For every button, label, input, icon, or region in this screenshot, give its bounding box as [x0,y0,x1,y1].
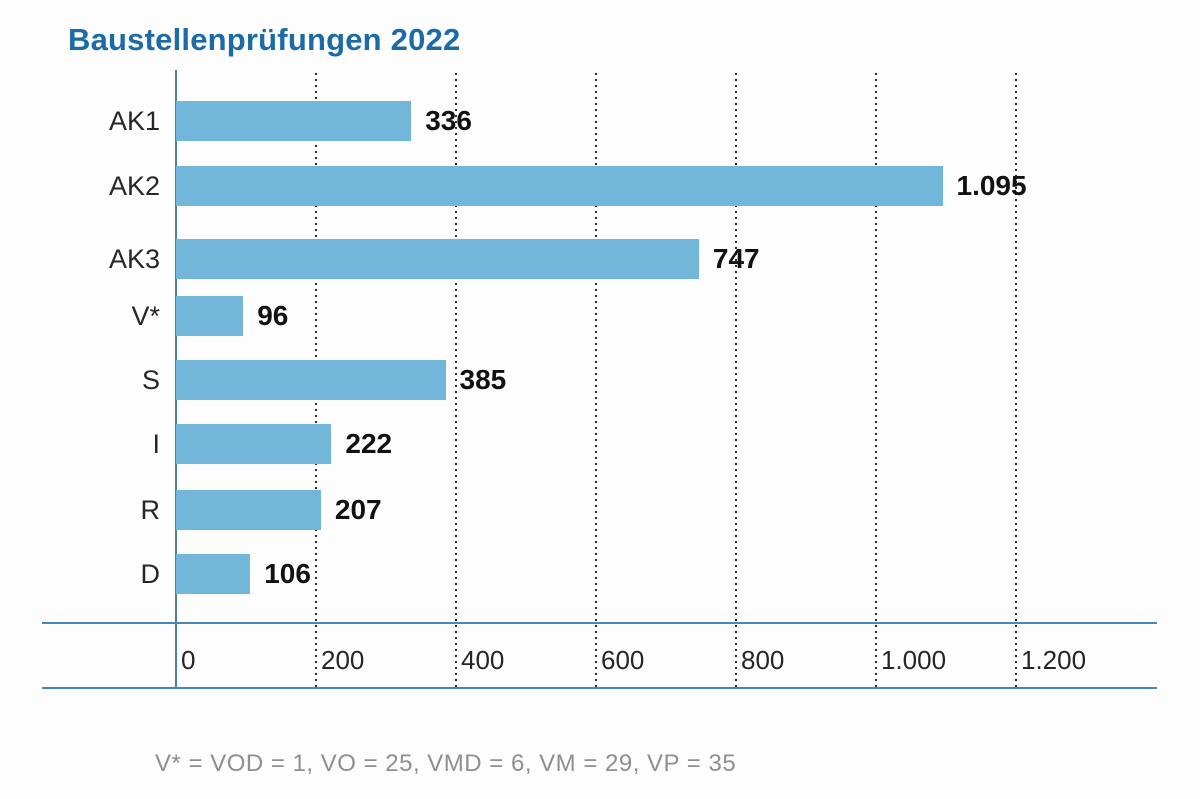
bar-AK2 [176,166,943,206]
bar-I [176,424,332,464]
category-label: R [140,495,161,525]
value-label: 207 [334,494,382,525]
x-tick-label: 600 [601,645,645,675]
x-tick-label: 1.000 [881,645,947,675]
x-tick-label: 200 [321,645,365,675]
chart-title: Baustellenprüfungen 2022 [68,22,461,57]
category-label: AK2 [108,171,160,201]
x-tick-label: 400 [461,645,505,675]
category-label: AK1 [108,106,160,136]
axis-top-rule [42,622,1157,624]
x-tick-label: 1.200 [1021,645,1087,675]
gridline-800 [735,73,737,688]
category-label: V* [131,301,160,331]
category-label: D [140,559,161,589]
bar-S [176,360,446,400]
category-label: I [152,429,160,459]
bar-AK3 [176,239,699,279]
axis-bottom-rule [42,687,1157,689]
value-label: 336 [425,105,472,136]
footnote: V* = VOD = 1, VO = 25, VMD = 6, VM = 29,… [155,750,737,777]
value-label: 1.095 [956,170,1027,201]
bar-R [176,490,321,530]
bar-AK1 [176,101,412,141]
value-label: 222 [345,428,393,459]
category-label: S [141,365,160,395]
bar-D [176,554,251,594]
gridline-1000 [875,73,877,688]
value-label: 96 [257,300,289,331]
gridline-1200 [1015,73,1017,688]
value-label: 106 [264,558,311,589]
category-label: AK3 [108,244,160,274]
bar-V* [176,296,244,336]
gridline-400 [455,73,457,688]
value-label: 385 [459,364,507,395]
gridline-600 [595,73,597,688]
value-label: 747 [712,243,760,274]
x-tick-label: 0 [181,645,196,675]
x-tick-label: 800 [741,645,785,675]
